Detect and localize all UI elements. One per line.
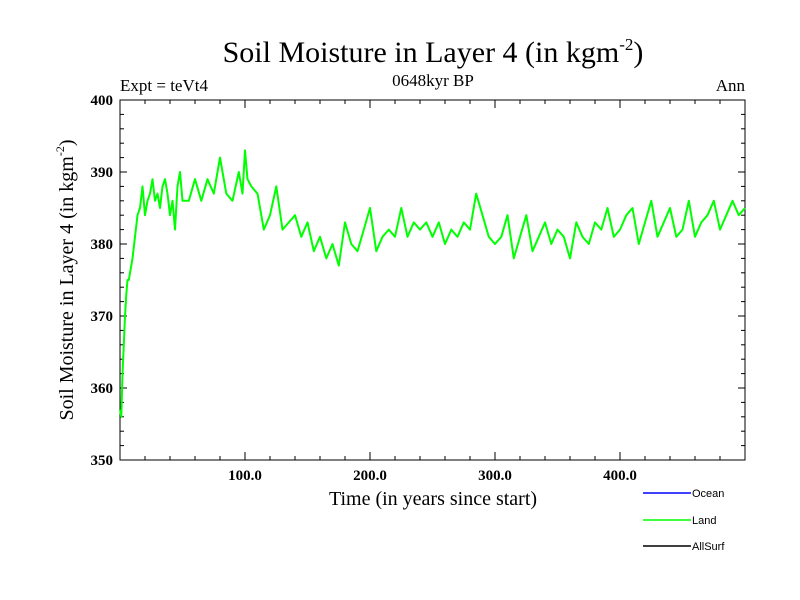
- chart-subtitle: 0648kyr BP: [392, 71, 474, 90]
- y-tick-label: 380: [91, 237, 114, 253]
- x-tick-label: 400.0: [603, 468, 637, 484]
- legend-label-allsurf: AllSurf: [692, 541, 725, 553]
- x-tick-label: 100.0: [228, 468, 262, 484]
- plot-frame: [119, 99, 746, 461]
- legend-label-land: Land: [692, 515, 716, 527]
- y-tick-label: 400: [91, 93, 114, 109]
- x-tick-label: 200.0: [353, 468, 387, 484]
- legend-label-ocean: Ocean: [692, 488, 724, 500]
- chart-title: Soil Moisture in Layer 4 (in kgm-2): [223, 35, 644, 69]
- legend: Ocean Land AllSurf: [643, 488, 725, 553]
- season-label: Ann: [716, 76, 746, 95]
- y-tick-label: 360: [91, 381, 114, 397]
- axis-ticks: [120, 99, 745, 461]
- data-series: [119, 149, 746, 418]
- x-tick-label: 300.0: [478, 468, 512, 484]
- tick-labels: 350 360 370 380 390 400 100.0 200.0 300.0 400.0: [91, 93, 637, 484]
- y-tick-label: 350: [91, 453, 114, 469]
- series-line-land: [119, 149, 746, 418]
- y-axis-label: Soil Moisture in Layer 4 (in kgm-2): [53, 139, 78, 420]
- experiment-label: Expt = teVt4: [120, 76, 208, 95]
- x-axis-label: Time (in years since start): [329, 488, 537, 510]
- y-tick-label: 370: [91, 309, 114, 325]
- y-tick-label: 390: [91, 165, 114, 181]
